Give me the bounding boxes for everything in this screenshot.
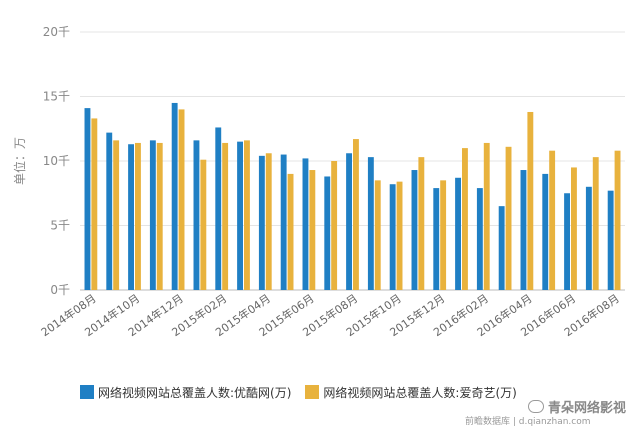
legend-item-iqiyi: 网络视频网站总覆盖人数:爱奇艺(万) <box>305 384 517 401</box>
bar <box>571 167 577 290</box>
bar <box>614 150 621 290</box>
legend-label-iqiyi: 网络视频网站总覆盖人数:爱奇艺(万) <box>323 385 517 400</box>
y-axis-label: 单位：万 <box>12 137 27 185</box>
bar <box>302 158 309 290</box>
bar <box>498 206 505 290</box>
bar <box>396 181 403 290</box>
bar <box>433 188 440 290</box>
bar <box>374 180 381 290</box>
legend-swatch-youku <box>80 385 94 399</box>
bar <box>287 173 294 290</box>
bar <box>389 184 396 290</box>
legend: 网络视频网站总覆盖人数:优酷网(万) 网络视频网站总覆盖人数:爱奇艺(万) <box>80 379 600 405</box>
bar <box>346 153 352 290</box>
bar <box>592 157 599 290</box>
bar <box>564 193 570 290</box>
bar <box>411 170 418 290</box>
bar <box>237 141 243 290</box>
bar <box>244 140 250 290</box>
bar <box>527 111 534 290</box>
bar <box>178 109 185 291</box>
bar <box>331 161 338 290</box>
bar <box>483 142 490 290</box>
bar <box>171 102 178 290</box>
y-tick-label: 10千 <box>43 154 70 168</box>
wechat-icon <box>527 400 544 413</box>
bar <box>128 144 134 290</box>
bar <box>309 170 316 290</box>
bar <box>462 148 468 290</box>
bar <box>200 159 207 290</box>
bar <box>135 142 141 290</box>
bar <box>106 132 113 290</box>
bar <box>585 186 592 290</box>
legend-label-youku: 网络视频网站总覆盖人数:优酷网(万) <box>98 385 292 400</box>
bar <box>440 180 447 290</box>
bar <box>84 108 91 290</box>
y-tick-label: 20千 <box>43 25 70 39</box>
source-credit: 前瞻数据库 | d.qianzhan.com <box>465 417 591 427</box>
bar <box>324 176 331 290</box>
bar <box>91 118 98 291</box>
bar <box>280 154 287 290</box>
bar <box>353 139 359 290</box>
y-tick-label: 0千 <box>50 283 70 297</box>
bar <box>367 157 374 290</box>
bar <box>520 170 527 290</box>
bar <box>542 173 549 290</box>
bar <box>193 140 200 290</box>
bar <box>549 150 556 290</box>
bar <box>113 140 120 290</box>
bar <box>222 142 229 290</box>
bar <box>265 153 272 290</box>
bar <box>215 127 222 291</box>
bar <box>505 146 512 290</box>
bar <box>156 142 163 290</box>
legend-item-youku: 网络视频网站总覆盖人数:优酷网(万) <box>80 384 291 401</box>
y-tick-label: 15千 <box>43 90 70 104</box>
bar <box>149 140 156 290</box>
bar <box>607 190 614 290</box>
bar <box>418 157 425 290</box>
watermark: 青朵网络影视 <box>527 397 626 416</box>
y-tick-label: 5千 <box>50 219 70 233</box>
bar <box>258 155 265 290</box>
watermark-text: 青朵网络影视 <box>547 401 626 416</box>
bar <box>476 188 483 290</box>
bar <box>455 177 461 290</box>
legend-swatch-iqiyi <box>305 385 320 399</box>
